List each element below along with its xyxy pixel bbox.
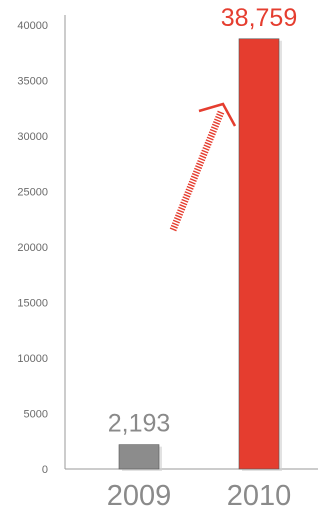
y-tick-label: 5000 xyxy=(24,409,48,421)
x-tick-label: 2009 xyxy=(107,480,172,512)
y-tick-label: 20000 xyxy=(17,242,48,254)
data-label-2009: 2,193 xyxy=(108,410,171,438)
bar-2010 xyxy=(238,38,280,470)
growth-arrow-icon xyxy=(169,102,237,232)
y-tick-label: 10000 xyxy=(17,353,48,365)
arrow-head xyxy=(198,102,237,127)
x-tick-label: 2010 xyxy=(227,480,292,512)
bars xyxy=(118,38,282,472)
data-label-2010: 38,759 xyxy=(221,4,297,32)
y-axis: 0 5000 10000 15000 20000 25000 30000 35000 40000 xyxy=(17,15,66,476)
y-tick-label: 15000 xyxy=(17,298,48,310)
y-tick-label: 0 xyxy=(42,464,48,476)
data-labels: 2,193 38,759 xyxy=(108,4,298,438)
y-tick-label: 35000 xyxy=(17,76,48,88)
y-tick-label: 25000 xyxy=(17,187,48,199)
bar-2009 xyxy=(118,444,160,470)
x-axis: 2009 2010 xyxy=(65,468,318,512)
arrow-shaft xyxy=(169,110,225,232)
y-tick-label: 30000 xyxy=(17,131,48,143)
y-tick-label: 40000 xyxy=(17,20,48,32)
